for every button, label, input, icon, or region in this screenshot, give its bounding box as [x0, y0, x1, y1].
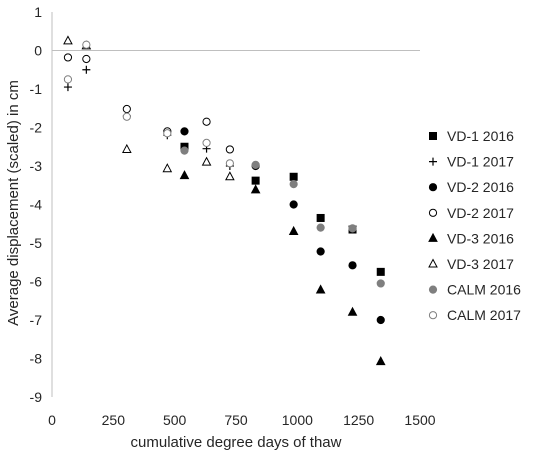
data-point-calm-2017: [163, 129, 172, 138]
data-point-calm-2017: [82, 40, 91, 49]
y-tick-label: -1: [30, 81, 43, 97]
x-tick-label: 750: [224, 412, 248, 428]
legend-marker-vd-1-2016: [429, 132, 437, 140]
y-tick-label: 0: [34, 43, 42, 59]
data-point-vd-3-2017: [225, 171, 235, 181]
x-axis-title: cumulative degree days of thaw: [131, 434, 342, 451]
data-point-vd-1-2016: [376, 267, 385, 276]
data-point-vd-1-2017: [82, 65, 91, 74]
legend-label-vd-3-2017: VD-3 2017: [447, 256, 514, 272]
data-point-vd-1-2016: [251, 176, 260, 185]
data-point-vd-3-2016: [250, 184, 261, 194]
data-point-calm-2017: [63, 75, 73, 84]
legend-label-vd-2-2017: VD-2 2017: [447, 205, 514, 221]
y-tick-label: -7: [30, 312, 43, 328]
data-point-vd-3-2017: [162, 163, 173, 173]
x-tick-label: 250: [102, 412, 126, 428]
y-tick-label: -6: [30, 274, 43, 290]
data-point-vd-3-2016: [347, 306, 358, 316]
data-point-vd-2-2016: [289, 200, 298, 209]
data-point-vd-3-2016: [179, 170, 190, 180]
data-point-vd-2-2016: [376, 315, 385, 325]
data-point-vd-2-2016: [348, 261, 357, 270]
x-tick-label: 1000: [282, 412, 313, 428]
legend-marker-calm-2017: [428, 311, 438, 320]
data-point-vd-2-2017: [225, 145, 234, 154]
legend-marker-vd-1-2017: [429, 157, 437, 166]
legend-label-vd-1-2017: VD-1 2017: [447, 154, 514, 170]
data-point-calm-2016: [376, 279, 385, 288]
legend-marker-calm-2016: [428, 285, 438, 294]
legend-marker-vd-2-2016: [428, 183, 438, 192]
y-tick-label: -8: [30, 351, 43, 367]
data-point-vd-1-2016: [316, 213, 325, 222]
data-point-vd-3-2016: [315, 284, 326, 294]
x-tick-label: 0: [48, 412, 56, 428]
legend-label-calm-2017: CALM 2017: [447, 307, 521, 323]
y-tick-label: -4: [30, 197, 43, 213]
legend-label-calm-2016: CALM 2016: [447, 282, 521, 298]
x-tick-label: 500: [163, 412, 187, 428]
y-tick-label: -2: [30, 120, 43, 136]
x-tick-label: 1500: [404, 412, 435, 428]
data-point-calm-2016: [316, 223, 325, 232]
data-point-vd-2-2016: [316, 247, 325, 256]
data-point-vd-2-2017: [202, 117, 211, 126]
data-point-calm-2017: [122, 112, 131, 121]
data-point-vd-2-2017: [122, 104, 131, 114]
y-tick-label: -9: [30, 389, 43, 405]
data-point-calm-2017: [202, 138, 211, 147]
legend-marker-vd-3-2017: [428, 258, 438, 268]
x-tick-label: 1250: [343, 412, 374, 428]
data-point-vd-2-2017: [82, 54, 91, 64]
legend-label-vd-1-2016: VD-1 2016: [447, 128, 514, 144]
y-axis-title: Average displacement (scaled) in cm: [5, 80, 22, 326]
y-tick-label: -3: [30, 158, 43, 174]
data-point-vd-3-2016: [288, 225, 299, 235]
data-point-calm-2016: [251, 160, 260, 169]
y-tick-label: -5: [30, 235, 43, 251]
data-point-calm-2017: [225, 159, 234, 168]
data-point-vd-1-2016: [289, 172, 298, 181]
data-point-vd-3-2017: [63, 35, 73, 45]
legend-label-vd-3-2016: VD-3 2016: [447, 230, 514, 246]
data-point-calm-2016: [289, 179, 298, 189]
data-point-vd-3-2016: [375, 356, 386, 366]
data-point-calm-2016: [348, 224, 357, 233]
legend-label-vd-2-2016: VD-2 2016: [447, 179, 514, 195]
legend-marker-vd-3-2016: [428, 232, 438, 242]
data-point-calm-2016: [180, 146, 189, 155]
data-point-vd-2-2016: [180, 127, 189, 136]
data-point-vd-2-2017: [63, 53, 73, 62]
data-point-vd-3-2017: [121, 143, 132, 153]
legend-marker-vd-2-2017: [428, 208, 438, 217]
data-point-vd-3-2017: [201, 156, 212, 166]
y-tick-label: 1: [34, 4, 42, 20]
data-point-vd-1-2017: [63, 83, 72, 92]
